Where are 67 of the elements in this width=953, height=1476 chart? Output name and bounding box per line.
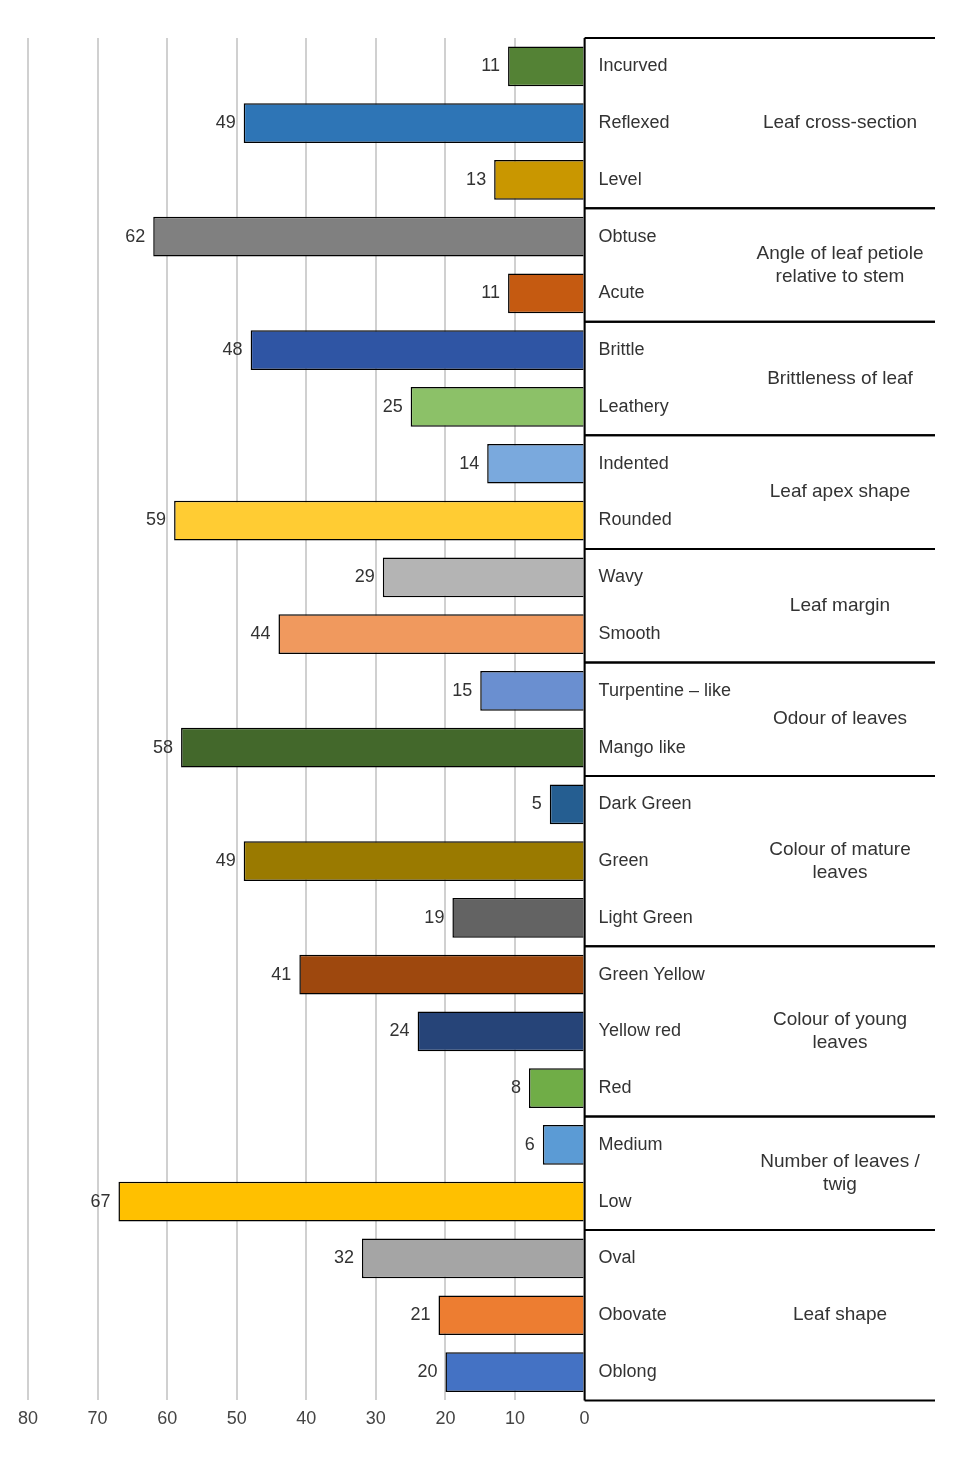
data-label: 13 — [466, 168, 487, 189]
data-label: 62 — [125, 225, 146, 246]
data-label: 14 — [459, 452, 480, 473]
text: Leaf cross-section — [762, 111, 918, 133]
data-label: 67 — [90, 1190, 111, 1211]
x-tick-label: 60 — [157, 1408, 178, 1429]
data-label: 58 — [153, 736, 174, 757]
data-label: 49 — [215, 112, 236, 133]
y-tick-label: Rounded — [598, 509, 672, 530]
data-label: 11 — [481, 282, 501, 303]
text: Colour of mature leaves — [769, 837, 911, 882]
text: Brittleness of leaf — [767, 366, 914, 388]
text: Odour of leaves — [772, 707, 908, 729]
y-tick-label: Yellow red — [598, 1020, 681, 1041]
x-tick-label: 10 — [505, 1408, 526, 1429]
data-label: 5 — [531, 793, 542, 814]
y-tick-label: Turpentine – like — [598, 679, 732, 700]
y-tick-label: Red — [598, 1077, 632, 1098]
x-tick-label: 80 — [17, 1408, 39, 1429]
y-tick-label: Low — [598, 1190, 633, 1211]
data-label: 48 — [222, 339, 243, 360]
y-tick-label: Mango like — [598, 736, 686, 757]
y-tick-label: Wavy — [598, 566, 643, 587]
y-tick-label: Green Yellow — [598, 963, 706, 984]
x-tick-label: 40 — [296, 1408, 317, 1429]
data-label: 8 — [510, 1077, 521, 1098]
text: Leaf margin — [789, 593, 891, 615]
y-tick-label: Reflexed — [598, 112, 670, 133]
data-label: 32 — [333, 1247, 354, 1268]
y-tick-label: Indented — [598, 452, 669, 473]
y-tick-label: Oval — [598, 1247, 636, 1268]
y-tick-label: Level — [598, 168, 642, 189]
text: Number of leaves / twig — [760, 1150, 921, 1195]
data-label: 44 — [250, 623, 271, 644]
y-tick-label: Acute — [598, 282, 645, 303]
data-label: 25 — [382, 395, 403, 416]
x-tick-label: 0 — [579, 1408, 590, 1429]
data-label: 11 — [481, 55, 501, 76]
data-label: 29 — [354, 566, 375, 587]
data-label: 41 — [271, 963, 292, 984]
data-label: 15 — [452, 679, 473, 700]
y-tick-label: Smooth — [598, 623, 661, 644]
data-label: 59 — [146, 509, 167, 530]
data-label: 49 — [215, 850, 236, 871]
y-tick-label: Oblong — [598, 1360, 657, 1381]
text: Leaf apex shape — [769, 480, 911, 502]
y-tick-label: Incurved — [598, 55, 668, 76]
y-tick-label: Green — [598, 850, 649, 871]
text: Angle of leaf petiole relative to stem — [756, 241, 924, 286]
text: Colour of young leaves — [772, 1008, 908, 1053]
data-label: 20 — [417, 1360, 438, 1381]
data-label: 19 — [424, 906, 445, 927]
text: Leaf shape — [792, 1303, 888, 1325]
y-tick-label: Obovate — [598, 1304, 667, 1325]
y-tick-label: Obtuse — [598, 225, 657, 246]
x-tick-label: 50 — [226, 1408, 247, 1429]
data-label: 21 — [410, 1304, 431, 1325]
data-label: 6 — [524, 1133, 535, 1154]
x-tick-label: 30 — [365, 1408, 386, 1429]
y-tick-label: Light Green — [598, 906, 693, 927]
y-tick-label: Medium — [598, 1133, 663, 1154]
y-tick-label: Leathery — [598, 395, 669, 416]
data-label: 24 — [389, 1020, 410, 1041]
y-tick-label: Dark Green — [598, 793, 692, 814]
x-tick-label: 20 — [435, 1408, 456, 1429]
x-tick-label: 70 — [87, 1408, 108, 1429]
y-tick-label: Brittle — [598, 339, 645, 360]
